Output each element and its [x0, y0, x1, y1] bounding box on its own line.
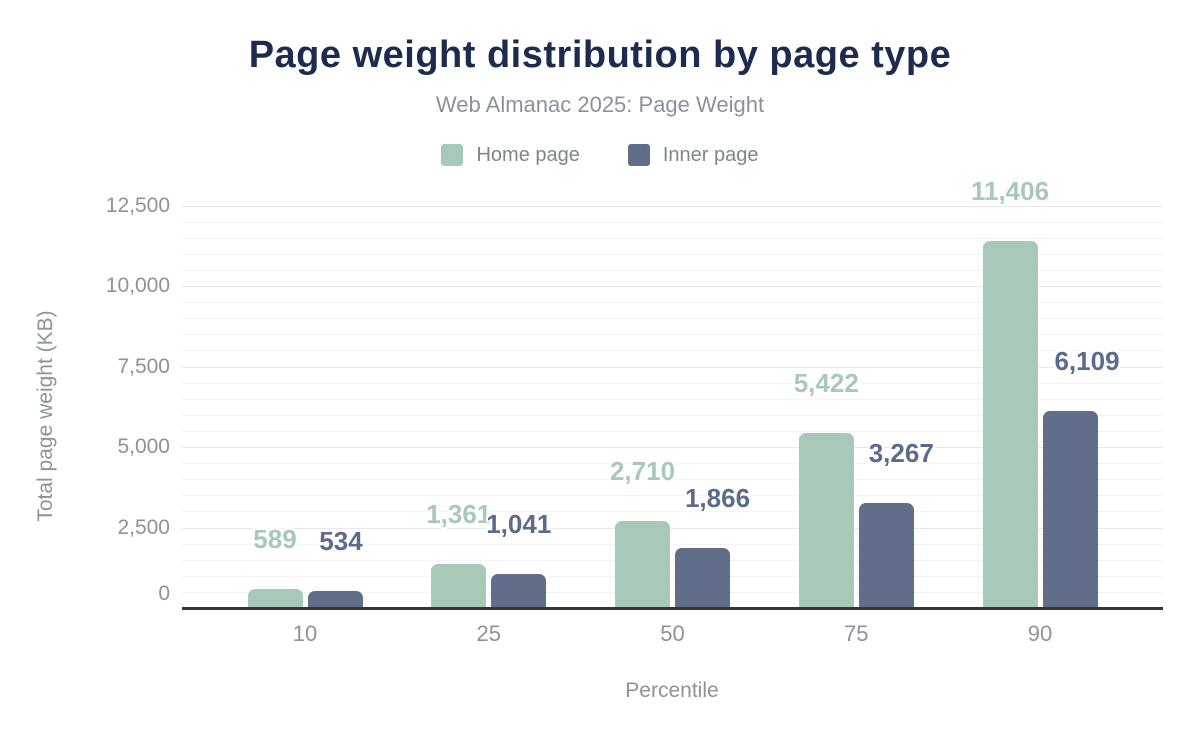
minor-gridline	[182, 398, 1163, 400]
value-label-home-page-p75: 5,422	[793, 368, 859, 399]
x-tick-label-10: 10	[292, 621, 318, 646]
y-tick-label: 12,500	[105, 193, 170, 217]
chart-subtitle: Web Almanac 2025: Page Weight	[435, 92, 765, 117]
y-tick-label: 2,500	[117, 515, 170, 539]
bar-home-page-p25	[431, 564, 487, 610]
minor-gridline	[182, 495, 1163, 497]
x-axis-line	[182, 607, 1163, 610]
value-label-inner-page-p90: 6,109	[1054, 346, 1120, 377]
y-tick-label: 7,500	[117, 354, 170, 378]
minor-gridline	[182, 430, 1163, 432]
bar-inner-page-p75	[858, 502, 914, 610]
legend: Home page Inner page	[0, 143, 1200, 167]
bar-inner-page-p10	[307, 590, 363, 610]
minor-gridline	[182, 237, 1163, 239]
legend-swatch-icon	[627, 144, 650, 166]
bar-inner-page-p25	[491, 574, 547, 610]
major-gridline	[182, 527, 1163, 529]
minor-gridline	[182, 479, 1163, 481]
bar-inner-page-p50	[675, 547, 730, 610]
value-label-home-page-p10: 589	[253, 524, 297, 555]
minor-gridline	[182, 350, 1163, 352]
x-axis-title: Percentile	[625, 679, 719, 702]
minor-gridline	[182, 253, 1163, 255]
y-tick-label: 10,000	[105, 274, 170, 297]
x-tick-label-50: 50	[660, 621, 685, 646]
y-tick-label: 5,000	[117, 435, 170, 458]
minor-gridline	[182, 382, 1163, 384]
value-label-home-page-p25: 1,361	[426, 499, 492, 530]
minor-gridline	[182, 591, 1163, 593]
minor-gridline	[182, 302, 1163, 304]
major-gridline	[182, 205, 1163, 207]
legend-item-home-page[interactable]: Home page	[441, 143, 580, 167]
value-label-inner-page-p10: 534	[319, 525, 363, 556]
bar-home-page-p10	[247, 589, 303, 610]
legend-label: Inner page	[662, 143, 759, 166]
legend-item-inner-page[interactable]: Inner page	[627, 143, 759, 167]
major-gridline	[182, 366, 1163, 368]
x-tick-label-75: 75	[844, 621, 869, 646]
minor-gridline	[182, 221, 1163, 223]
y-tick-label: 0	[158, 582, 170, 605]
bar-home-page-p50	[615, 520, 670, 610]
minor-gridline	[182, 334, 1163, 336]
value-label-inner-page-p50: 1,866	[684, 482, 751, 513]
legend-swatch-icon	[441, 144, 464, 166]
minor-gridline	[182, 575, 1163, 577]
y-axis-title: Total page weight (KB)	[34, 310, 57, 522]
minor-gridline	[182, 463, 1163, 465]
legend-label: Home page	[476, 143, 580, 166]
bar-home-page-p75	[798, 433, 854, 610]
minor-gridline	[182, 511, 1163, 513]
minor-gridline	[182, 543, 1163, 545]
minor-gridline	[182, 269, 1163, 271]
x-tick-label-25: 25	[476, 621, 501, 646]
major-gridline	[182, 447, 1163, 448]
value-label-home-page-p50: 2,710	[609, 455, 676, 486]
value-label-inner-page-p75: 3,267	[868, 437, 934, 468]
minor-gridline	[182, 414, 1163, 416]
chart-title: Page weight distribution by page type	[248, 34, 952, 76]
minor-gridline	[182, 318, 1163, 320]
bar-home-page-p90	[982, 240, 1038, 610]
value-label-home-page-p90: 11,406	[970, 175, 1050, 206]
x-tick-label-90: 90	[1027, 621, 1053, 646]
value-label-inner-page-p25: 1,041	[486, 509, 552, 540]
major-gridline	[182, 286, 1163, 287]
minor-gridline	[182, 559, 1163, 561]
bar-inner-page-p90	[1042, 411, 1098, 610]
